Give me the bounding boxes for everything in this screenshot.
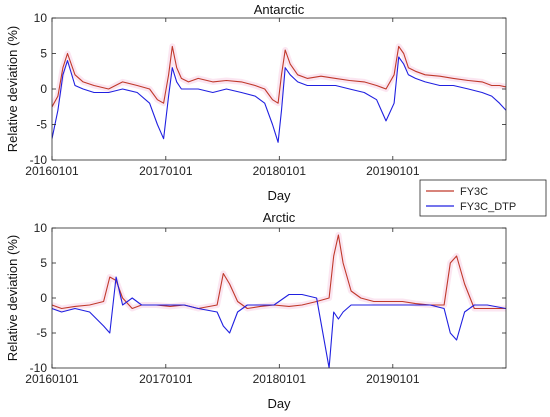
y-tick-label: -10 [30, 361, 48, 375]
series-line-fy3c-dtp [52, 276, 506, 368]
y-axis-label: Relative deviation (%) [5, 26, 20, 152]
chart-title: Arctic [263, 210, 296, 225]
y-tick-label: -5 [36, 326, 47, 340]
x-tick-label: 20170101 [139, 372, 193, 386]
chart-panel-arctic: -10 -5 0 5 10 20160101 20170101 20180101 2019010… [5, 179, 547, 411]
legend-entry: FY3C_DTP [460, 201, 516, 213]
y-tick-label: 0 [40, 82, 47, 96]
legend-entry: FY3C [460, 186, 488, 198]
series-line-fy3c-dtp [52, 56, 506, 143]
series-line-fy3c [52, 45, 506, 108]
x-tick-label: 20170101 [139, 164, 193, 178]
y-axis-label: Relative deviation (%) [5, 235, 20, 361]
y-tick-label: 0 [40, 291, 47, 305]
y-tick-label: 10 [34, 221, 48, 235]
x-axis-label: Day [267, 396, 291, 411]
x-tick-label: 20190101 [366, 164, 420, 178]
x-tick-label: 20160101 [25, 164, 79, 178]
y-tick-label: -10 [30, 153, 48, 167]
y-tick-label: 5 [40, 256, 47, 270]
series-line-fy3c [52, 234, 506, 310]
x-tick-label: 20160101 [25, 372, 79, 386]
x-tick-label: 20190101 [366, 372, 420, 386]
y-tick-label: -5 [36, 118, 47, 132]
chart-title: Antarctic [254, 2, 305, 17]
chart-panel-antarctic: -10 -5 0 5 10 20160101 20170101 20180101 2019010… [5, 2, 507, 203]
legend-box [419, 179, 547, 217]
x-tick-label: 20180101 [253, 164, 307, 178]
x-axis-label: Day [267, 188, 291, 203]
chart-legend: FY3C FY3C_DTP [419, 179, 547, 217]
x-tick-label: 20180101 [253, 372, 307, 386]
y-tick-label: 5 [40, 47, 47, 61]
y-tick-label: 10 [34, 11, 48, 25]
